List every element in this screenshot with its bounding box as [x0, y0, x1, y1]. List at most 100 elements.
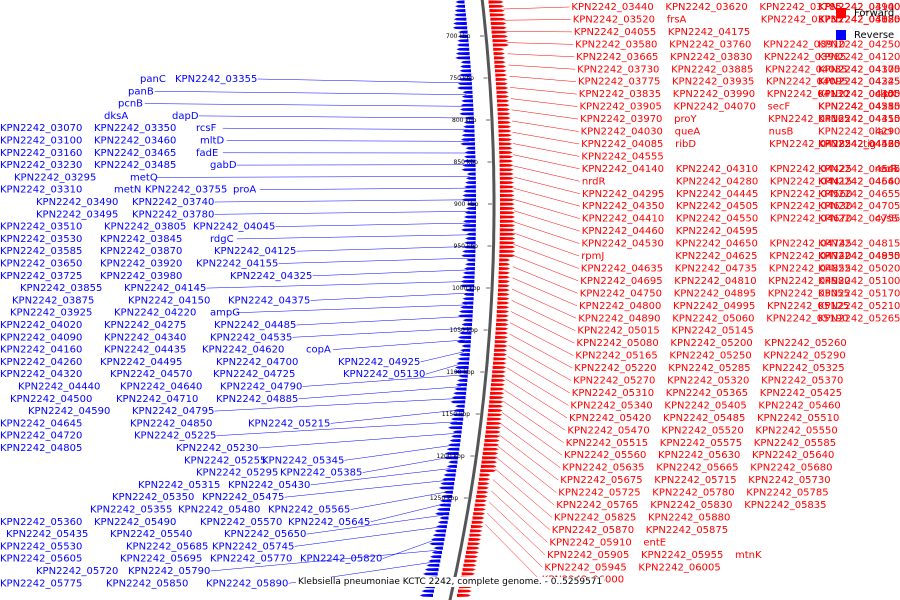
forward-gene — [485, 434, 501, 438]
forward-connector — [513, 244, 579, 269]
forward-gene — [496, 314, 509, 318]
reverse-connector — [206, 281, 469, 289]
forward-gene-label: KPN2242_04550 — [676, 214, 758, 225]
forward-gene-label: KPN2242_05835 — [744, 500, 826, 511]
forward-gene — [493, 47, 505, 51]
reverse-connector — [236, 304, 468, 313]
forward-gene-label: KPN2242_04055 — [574, 27, 656, 38]
forward-gene-label: KPN2242_04810 — [674, 276, 756, 287]
reverse-gene-label: ampG — [210, 308, 240, 319]
reverse-gene — [458, 77, 472, 81]
reverse-gene — [465, 206, 476, 210]
forward-gene — [482, 451, 499, 456]
reverse-gene — [428, 559, 441, 563]
forward-gene-label: KPN2242_05370 — [761, 376, 843, 387]
forward-connector — [513, 199, 580, 219]
reverse-gene — [461, 138, 475, 142]
forward-gene — [500, 206, 515, 210]
reverse-gene — [459, 284, 475, 288]
reverse-gene — [453, 17, 467, 21]
reverse-gene-label: KPN2242_05315 — [138, 480, 220, 491]
reverse-gene-label: KPN2242_05255 — [184, 455, 266, 466]
reverse-gene — [448, 426, 463, 430]
reverse-gene — [446, 464, 457, 468]
forward-gene-label: KPN2242_04095 — [766, 77, 848, 88]
reverse-gene — [461, 99, 473, 103]
reverse-gene — [453, 391, 467, 395]
forward-gene-label: KPN2242_05060 — [672, 313, 754, 324]
reverse-connector — [296, 316, 467, 326]
reverse-gene-label: KPN2242_05295 — [196, 468, 278, 479]
forward-gene-label: KPN2242_05910 — [549, 537, 631, 548]
reverse-gene — [419, 593, 433, 597]
forward-gene — [498, 284, 510, 288]
forward-gene — [466, 546, 480, 550]
reverse-gene-label: KPN2242_03805 — [104, 222, 186, 233]
forward-gene-label: KPN2242_04030 — [581, 127, 663, 138]
reverse-gene — [455, 0, 465, 4]
forward-gene — [498, 120, 511, 124]
forward-gene-label: KPN2242_04225 — [818, 77, 900, 88]
forward-gene-label: KPN2242_05515 — [566, 438, 648, 449]
reverse-gene — [460, 107, 474, 112]
reverse-gene — [455, 4, 465, 8]
forward-gene — [500, 198, 515, 202]
reverse-connector — [214, 398, 460, 412]
forward-gene — [499, 236, 516, 241]
forward-gene — [495, 327, 509, 331]
reverse-gene — [464, 211, 476, 215]
forward-gene-label: KPN2242_05210 — [818, 301, 900, 312]
forward-connector — [504, 389, 566, 431]
forward-gene — [497, 297, 510, 301]
reverse-gene — [461, 133, 475, 137]
forward-gene-label: KPN2242_04755 — [818, 214, 900, 225]
reverse-gene — [433, 546, 443, 550]
forward-gene — [489, 400, 504, 404]
forward-gene-label: KPN2242_03985 — [764, 52, 846, 63]
forward-gene-label: KPN2242_05680 — [750, 463, 832, 474]
forward-gene-label: KPN2242_04290 — [818, 127, 900, 138]
reverse-gene-label: KPN2242_04320 — [0, 369, 82, 380]
reverse-gene — [466, 202, 476, 206]
forward-gene — [475, 499, 487, 503]
forward-gene — [495, 82, 508, 86]
reverse-connector — [275, 222, 470, 227]
reverse-gene — [443, 456, 459, 460]
reverse-connector — [216, 421, 457, 436]
reverse-gene — [466, 172, 476, 176]
reverse-gene-label: dksA — [104, 111, 128, 122]
forward-gene-label: KPN2242_04745 — [770, 239, 852, 250]
forward-gene — [479, 473, 491, 477]
reverse-gene — [459, 353, 470, 357]
reverse-gene-label: copA — [306, 345, 331, 356]
reverse-gene-label: KPN2242_04790 — [220, 382, 302, 393]
forward-gene-label: KPN2242_04120 — [818, 52, 900, 63]
forward-swatch — [836, 8, 846, 18]
forward-gene-label: KPN2242_04300 — [818, 89, 900, 100]
genome-backbone-arc — [448, 0, 496, 600]
forward-gene — [476, 494, 488, 499]
reverse-gene — [452, 413, 464, 417]
forward-gene-label: KPN2242_04630 — [770, 201, 852, 212]
reverse-gene — [463, 245, 476, 249]
reverse-connector — [420, 351, 465, 363]
reverse-gene-label: KPN2242_04160 — [0, 345, 82, 356]
forward-gene-label: KPN2242_05520 — [661, 425, 743, 436]
forward-gene — [492, 365, 507, 370]
reverse-gene — [432, 533, 446, 537]
reverse-connector — [298, 386, 461, 400]
forward-gene — [489, 9, 505, 13]
forward-gene-label: KPN2242_05290 — [763, 351, 845, 362]
reverse-gene — [457, 357, 470, 361]
forward-connector — [508, 344, 572, 381]
forward-gene-label: KPN2242_04460 — [582, 226, 664, 237]
reverse-gene — [462, 193, 476, 198]
forward-gene-label: KPN2242_05265 — [818, 313, 900, 324]
forward-gene — [497, 107, 510, 112]
forward-gene — [463, 563, 477, 567]
forward-gene-label: nusB — [769, 127, 794, 138]
forward-gene — [472, 516, 485, 520]
forward-gene-label: KPN2242_04505 — [676, 201, 758, 212]
forward-gene-label: KPN2242_04430 — [818, 139, 900, 150]
